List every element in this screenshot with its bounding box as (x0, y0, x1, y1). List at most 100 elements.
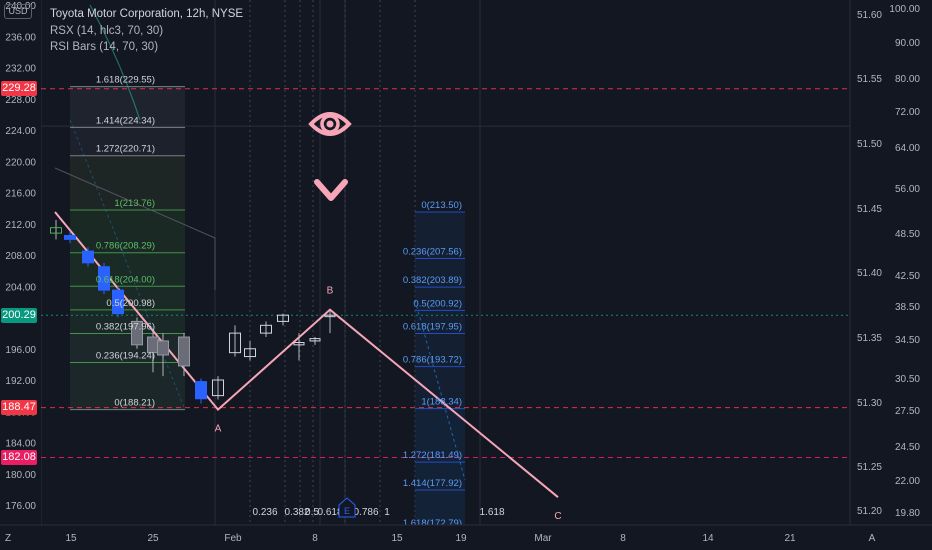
rsi-axis-tick: 19.80 (895, 508, 920, 519)
fib-level-label: 1.272(220.71) (96, 144, 155, 155)
legend-rsi-bars[interactable]: RSI Bars (14, 70, 30) (50, 41, 159, 53)
fib-diagonal (69, 119, 186, 411)
price-tag: 229.28 (1, 81, 37, 97)
fib-band (415, 287, 465, 311)
price-tag: 188.47 (1, 400, 37, 416)
fib-level-label: 0.382(197.96) (96, 321, 155, 332)
right-axis-tick: 51.25 (857, 462, 882, 473)
left-axis-tick: 176.00 (5, 501, 36, 512)
candle-body (178, 336, 190, 367)
price-tag: 182.08 (1, 450, 37, 465)
candle-body (131, 320, 143, 346)
fib-level-label: 0.236(194.24) (96, 351, 155, 362)
fib-level-label: 0.5(200.98) (106, 298, 155, 309)
candle-body (64, 234, 76, 240)
fib-level-label: 0(213.50) (421, 200, 462, 211)
time-axis-tick: 14 (702, 533, 714, 544)
left-axis-tick: 192.00 (5, 376, 36, 387)
time-fib-label: 0.618 (317, 507, 342, 518)
chevron-down-icon (314, 179, 348, 201)
chart-labels: 1.618(229.55) 1.414(224.34) 1.272(220.71) 1… (96, 75, 562, 529)
rsi-axis-tick: 48.50 (895, 229, 920, 240)
rsi-axis-tick: 100.00 (889, 4, 920, 15)
currency-label[interactable]: USD (4, 4, 32, 19)
left-axis-tick: 216.00 (5, 189, 36, 200)
fib-level-label: 0.236(207.56) (403, 246, 462, 257)
fib-level-label: 0.5(200.92) (413, 298, 462, 309)
time-fib-label: 1.618 (479, 507, 504, 518)
time-axis-tick: 15 (391, 533, 403, 544)
candle-body (260, 324, 272, 334)
rsi-axis-tick: 27.50 (895, 406, 920, 417)
rsi-axis-tick: 42.50 (895, 271, 920, 282)
time-axis-tick: 8 (312, 533, 318, 544)
eye-icon (308, 112, 352, 136)
pattern-point-label: C (554, 511, 561, 522)
fib-band (415, 258, 465, 288)
candle-body (157, 340, 169, 356)
fib-band (70, 286, 185, 310)
right-axis-tick: 51.45 (857, 204, 882, 215)
candle-body (324, 314, 336, 318)
time-fib-label: 0.5 (305, 507, 319, 518)
right-axis-tick: 51.35 (857, 333, 882, 344)
event-marker-label: E (344, 506, 350, 516)
candle-body (50, 227, 62, 234)
time-axis-bg (0, 525, 932, 550)
fib-band (415, 490, 465, 531)
time-axis-tick: Mar (534, 533, 552, 544)
fib-level-label: 1.272(181.49) (403, 450, 462, 461)
rsi-axis-tick: 30.50 (895, 374, 920, 385)
candle-body (229, 332, 241, 354)
rsi-axis-tick: 22.00 (895, 476, 920, 487)
time-axis-tick: 19 (455, 533, 467, 544)
time-axis-tick: Z (5, 533, 11, 544)
rsi-axis-tick: 56.00 (895, 184, 920, 195)
legend-title[interactable]: Toyota Motor Corporation, 12h, NYSE (50, 8, 244, 20)
candle-body (82, 250, 94, 264)
rsi-axis-tick: 24.50 (895, 442, 920, 453)
time-fib-label: 0.786 (353, 507, 378, 518)
left-axis-tick: 240.00 (5, 1, 36, 12)
right-axis-tick: 51.55 (857, 74, 882, 85)
fib-level-label: 1.618(229.55) (96, 75, 155, 86)
time-fib-label: 0.382 (284, 507, 309, 518)
pattern-point-label: A (215, 424, 222, 435)
right-axis-tick: 51.40 (857, 268, 882, 279)
time-axis-tick: 15 (65, 533, 77, 544)
chart-legend: Toyota Motor Corporation, 12h, NYSE RSX … (50, 6, 243, 56)
rsi-axis-tick: 80.00 (895, 74, 920, 85)
fib-level-label: 0.618(197.95) (403, 322, 462, 333)
time-axis-tick: 8 (620, 533, 626, 544)
left-axis-tick: 212.00 (5, 220, 36, 231)
fib-band (70, 86, 185, 128)
time-axis-tick: Feb (224, 533, 242, 544)
fib-band (415, 462, 465, 490)
fib-level-label: 1(188.34) (421, 397, 462, 408)
abc-pattern-line (54, 211, 559, 498)
fib-band (70, 210, 185, 253)
fib-level-label: 0.382(203.89) (403, 275, 462, 286)
left-axis-tick: 236.00 (5, 32, 36, 43)
rsi-axis-tick: 72.00 (895, 107, 920, 118)
fib-level-label: 1.414(224.34) (96, 115, 155, 126)
rsi-axis-tick: 34.50 (895, 335, 920, 346)
fib-band (415, 310, 465, 334)
fib-band (70, 309, 185, 334)
fib-band (70, 362, 185, 410)
candle-body (293, 342, 305, 346)
fib-level-label: 1.414(177.92) (403, 478, 462, 489)
left-axis-tick: 220.00 (5, 157, 36, 168)
right-axis-tick: 51.30 (857, 398, 882, 409)
candle-body (244, 348, 256, 358)
pattern-point-label: B (327, 286, 334, 297)
legend-rsx[interactable]: RSX (14, hlc3, 70, 30) (50, 24, 164, 37)
candle-body (195, 381, 207, 400)
left-axis-tick: 204.00 (5, 282, 36, 293)
fib-band (415, 408, 465, 463)
candle-body (277, 314, 289, 322)
rsi-axis-tick: 64.00 (895, 143, 920, 154)
fib-diagonal (414, 299, 466, 481)
rsx-line (89, 4, 141, 121)
